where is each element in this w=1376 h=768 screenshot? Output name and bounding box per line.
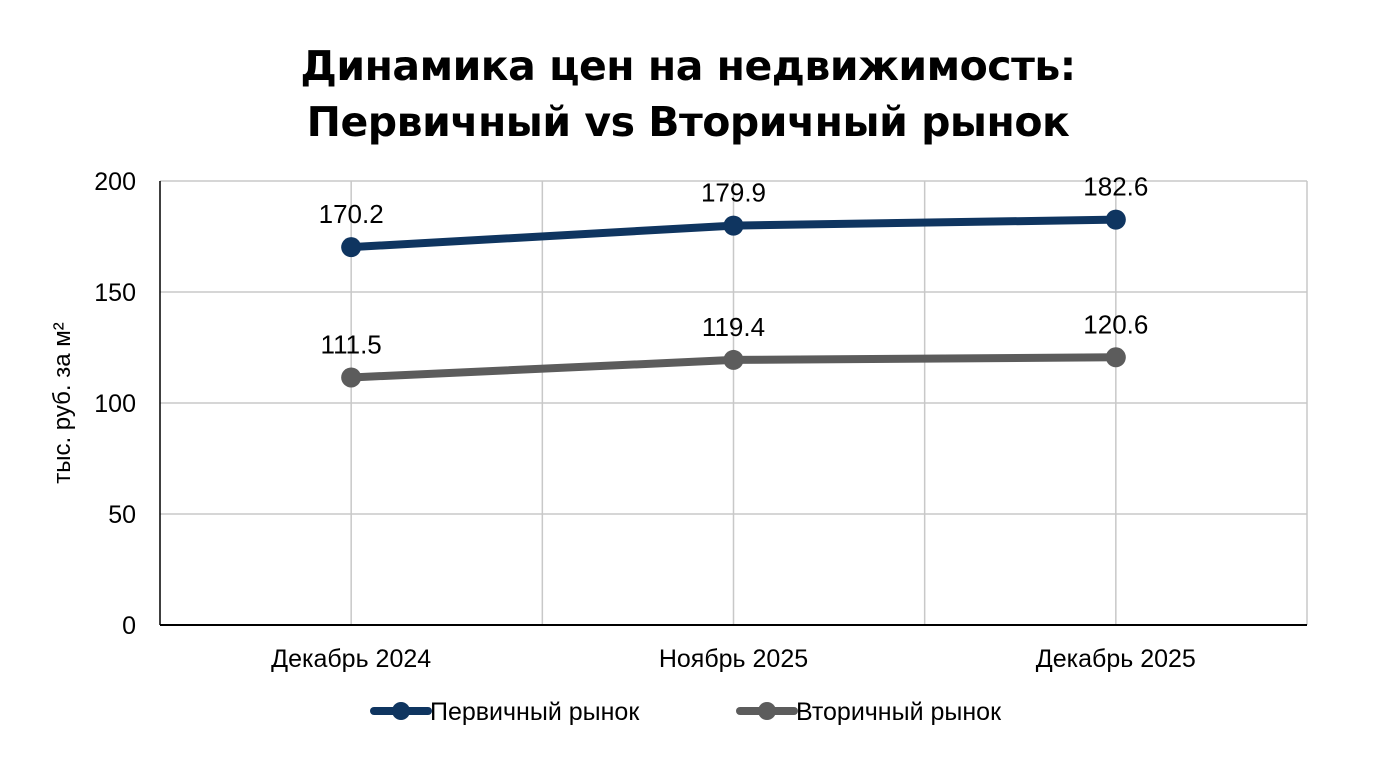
data-point-marker bbox=[1105, 209, 1126, 230]
legend-item: Первичный рынок bbox=[370, 698, 640, 726]
data-label: 111.5 bbox=[321, 329, 382, 359]
legend-marker-icon bbox=[392, 702, 410, 720]
series-primary-market: 170.2 179.9 182.6 bbox=[319, 172, 1148, 258]
y-axis-ticks: 0 50 100 150 200 bbox=[94, 168, 136, 640]
y-tick-label: 100 bbox=[94, 390, 136, 418]
y-tick-label: 150 bbox=[94, 279, 136, 307]
data-label: 119.4 bbox=[702, 312, 765, 342]
x-axis-categories: Декабрь 2024 Ноябрь 2025 Декабрь 2025 bbox=[271, 645, 1196, 673]
series-secondary-market: 111.5 119.4 120.6 bbox=[321, 309, 1148, 388]
data-point-marker bbox=[341, 237, 362, 258]
data-point-marker bbox=[723, 215, 744, 236]
legend: Первичный рынок Вторичный рынок bbox=[370, 698, 1002, 726]
data-point-marker bbox=[341, 367, 362, 388]
x-category-label: Декабрь 2025 bbox=[1036, 645, 1196, 673]
x-category-label: Ноябрь 2025 bbox=[659, 645, 808, 673]
data-label: 120.6 bbox=[1083, 309, 1148, 339]
gridlines bbox=[160, 180, 1308, 625]
y-tick-label: 0 bbox=[122, 612, 136, 640]
x-category-label: Декабрь 2024 bbox=[271, 645, 431, 673]
legend-label: Вторичный рынок bbox=[796, 698, 1002, 726]
y-tick-label: 50 bbox=[108, 501, 136, 529]
data-label: 182.6 bbox=[1083, 172, 1148, 202]
y-axis-label: тыс. руб. за м² bbox=[49, 322, 76, 484]
series-lines: 170.2 179.9 182.6 111.5 119.4 120.6 bbox=[319, 172, 1148, 388]
axes bbox=[159, 181, 1307, 626]
data-point-marker bbox=[723, 349, 744, 370]
legend-label: Первичный рынок bbox=[430, 698, 640, 726]
y-tick-label: 200 bbox=[94, 168, 136, 196]
data-point-marker bbox=[1105, 347, 1126, 368]
data-label: 179.9 bbox=[701, 178, 766, 208]
data-label: 170.2 bbox=[319, 199, 384, 229]
legend-marker-icon bbox=[758, 702, 776, 720]
chart-title-line-1: Динамика цен на недвижимость: bbox=[300, 42, 1076, 90]
legend-item: Вторичный рынок bbox=[736, 698, 1002, 726]
chart-title-line-2: Первичный vs Вторичный рынок bbox=[306, 98, 1070, 146]
chart-title: Динамика цен на недвижимость: Первичный … bbox=[0, 38, 1376, 150]
